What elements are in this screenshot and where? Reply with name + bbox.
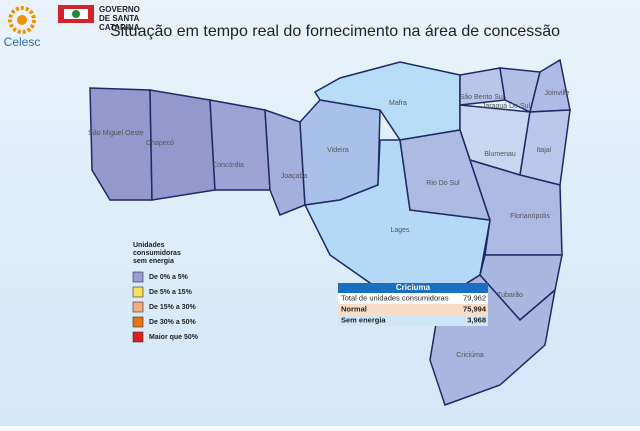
info-value: 3,968	[467, 315, 486, 324]
logo-text: CATARINA	[99, 23, 140, 32]
info-value: 75,994	[463, 304, 487, 313]
region-label: Rio Do Sul	[426, 180, 460, 187]
logo-text: GOVERNO	[99, 5, 140, 14]
legend-swatch	[132, 271, 144, 283]
region-label: Criciúma	[456, 352, 484, 359]
legend-swatch	[132, 301, 144, 313]
legend-swatch	[132, 316, 144, 328]
legend-label: De 0% a 5%	[149, 274, 189, 281]
region[interactable]	[209, 99, 271, 191]
page-title: Situação em tempo real do fornecimento n…	[110, 23, 560, 40]
region-label: Mafra	[389, 100, 407, 107]
info-title: Criciuma	[396, 283, 431, 292]
government-logo: GOVERNO DE SANTA CATARINA	[58, 5, 140, 32]
legend-title: Unidades	[133, 242, 165, 249]
info-row	[338, 304, 488, 315]
legend-title: sem energia	[133, 258, 174, 265]
legend-label: Maior que 50%	[149, 334, 199, 341]
region-label: Joaçaba	[281, 173, 308, 180]
info-label: Total de unidades consumidoras	[341, 293, 449, 302]
region[interactable]	[264, 108, 306, 216]
region-label: Joinville	[545, 90, 570, 97]
region-label: Lages	[390, 227, 410, 234]
region-label: Blumenau	[484, 151, 516, 158]
info-label: Normal	[341, 304, 367, 313]
legend-label: De 5% a 15%	[149, 289, 193, 296]
info-label: Sem energia	[341, 315, 386, 324]
region-label: Jaraguá Do Sul	[482, 103, 531, 110]
legend-swatch	[132, 286, 144, 298]
legend-label: De 15% a 30%	[149, 304, 196, 311]
region-label: Chapecó	[146, 140, 174, 147]
region-label: Videira	[327, 147, 349, 154]
info-value: 79,962	[463, 293, 486, 302]
legend-label: De 30% a 50%	[149, 319, 196, 326]
logo-text: DE SANTA	[99, 14, 140, 23]
region-label: Itajaí	[536, 147, 551, 154]
region-label: São Miguel Oeste	[88, 130, 144, 137]
region-label: Concórdia	[212, 162, 244, 169]
legend-swatch	[132, 331, 144, 343]
celesc-logo: Celesc	[4, 6, 41, 49]
region-label: São Bento Sul	[460, 94, 505, 101]
region-label: Tubarão	[497, 292, 523, 299]
info-row	[338, 293, 488, 304]
logo-text: Celesc	[4, 35, 41, 49]
info-header	[338, 283, 488, 293]
info-row	[338, 315, 488, 326]
region[interactable]	[89, 87, 153, 201]
region-label: Florianópolis	[510, 213, 550, 220]
legend-title: consumidoras	[133, 250, 181, 257]
